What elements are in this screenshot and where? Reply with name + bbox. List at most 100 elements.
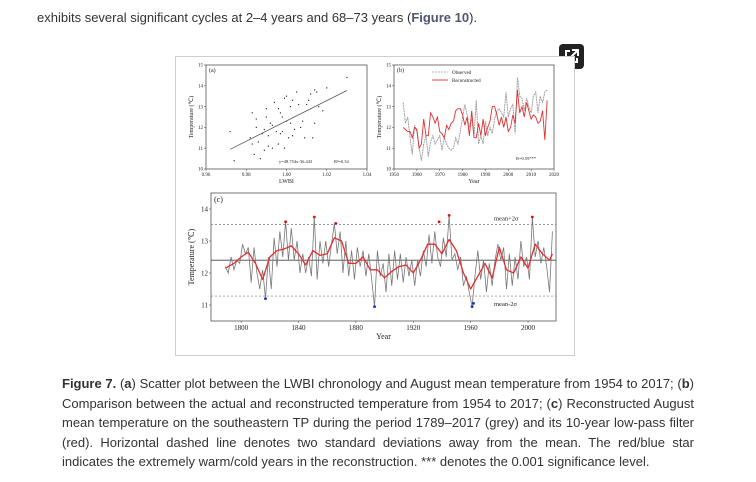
x-tick-label: 1950 [389,173,400,178]
y-tick-label: 11 [201,301,208,309]
scatter-point [261,133,263,135]
x-tick-label: 1880 [349,324,364,332]
x-tick-label: 1840 [292,324,307,332]
scatter-point [277,143,280,145]
x-tick-label: 0.98 [242,173,251,178]
regression-line [229,90,348,150]
warm-year-star [447,214,451,217]
warm-year-star [530,215,534,219]
caption-text-c: Reconstructed August mean temperature on… [62,395,694,470]
scatter-point [251,143,253,145]
y-tick-label: 10 [198,168,204,173]
scatter-point [271,124,274,126]
scatter-point [259,158,261,160]
cold-year-star [470,305,474,308]
x-tick-label: 1.00 [282,173,291,178]
scatter-point [314,89,316,91]
scatter-point [291,135,294,137]
scatter-point [314,122,316,124]
scatter-point [271,147,274,149]
scatter-point [249,137,251,139]
scatter-point [308,99,310,101]
plot-frame [205,64,368,170]
regression-equation: y=48.754x-36.443 [279,159,313,164]
scatter-point [277,108,280,110]
scatter-point [346,76,348,79]
plot-frame [393,64,555,170]
caption-text-a: Scatter plot between the LWBI chronology… [135,376,678,391]
warm-year-star [437,220,441,224]
cold-year-star [373,305,376,308]
warm-year-star [334,222,338,225]
lowpass-line [225,237,554,290]
panel-label: (b) [397,67,404,74]
figure-10-link[interactable]: Figure 10 [411,10,470,25]
scatter-point [310,93,312,95]
x-axis-label: Year [376,332,391,341]
scatter-point [281,116,284,118]
scatter-point [257,141,259,143]
y-axis-label: Temperature (℃) [376,96,383,138]
x-tick-label: 2000 [503,173,514,178]
y-tick-label: 10 [386,168,392,173]
scatter-point [283,147,286,149]
y-tick-label: 14 [201,205,209,213]
threshold-label-lower: mean-2σ [494,301,517,308]
panel-label: (a) [209,67,216,74]
x-axis-label: LWBI [279,179,294,185]
scatter-point [255,126,257,128]
scatter-point [253,153,255,156]
scatter-point [322,110,324,112]
intro-text: exhibits several significant cycles at 2… [37,10,412,25]
x-tick-label: 1990 [480,173,491,178]
y-axis-label: Temperature (℃) [187,228,196,285]
reconstructed-line [402,89,548,150]
scatter-point [283,97,286,99]
caption-part-a: a [124,376,132,391]
x-tick-label: 0.96 [202,173,211,178]
caption-text-b: Comparison between the actual and recons… [62,395,547,411]
scatter-point [263,149,265,151]
scatter-point [304,137,306,139]
intro-text-end: ). [469,10,478,25]
x-tick-label: 1800 [234,324,249,332]
scatter-point [293,128,296,131]
scatter-point [229,130,231,133]
figure-7-chart: 0.96 0.98 1.00 1.02 1.04 10 11 12 13 14 15 LWBI Temp… [187,64,560,341]
correlation-annotation: R=0.59*** [516,156,537,161]
scatter-point [289,106,292,108]
x-tick-label: 2010 [526,173,537,178]
x-tick-label: 1980 [458,173,469,178]
scatter-point [279,133,282,135]
scatter-point [287,137,290,139]
x-tick-label: 1.02 [322,173,331,178]
scatter-point [299,126,302,128]
scatter-point [279,112,282,114]
scatter-point [291,99,294,101]
y-tick-label: 14 [198,84,204,89]
scatter-point [255,118,257,120]
x-tick-label: 1960 [412,173,423,178]
warm-year-star [284,220,287,224]
scatter-point [285,95,288,97]
scatter-point [326,87,328,89]
caption-part-b: b [681,376,690,391]
scatter-point [273,101,276,104]
legend-observed: Observed [452,71,472,76]
scatter-point [233,160,235,162]
scatter-point [289,122,292,124]
x-tick-label: 1970 [435,173,446,178]
y-tick-label: 11 [198,147,203,152]
plot-frame [210,192,557,322]
figure-7[interactable]: 0.96 0.98 1.00 1.02 1.04 10 11 12 13 14 15 LWBI Temp… [175,56,575,356]
y-tick-label: 15 [198,64,204,69]
scatter-point [302,120,304,122]
scatter-point [316,91,318,93]
y-tick-label: 12 [198,126,204,131]
caption-part-c: c [550,395,559,411]
scatter-point [267,145,269,147]
intro-paragraph: exhibits several significant cycles at 2… [37,10,477,25]
panel-label: (c) [214,195,223,204]
x-tick-label: 2020 [549,173,560,178]
y-tick-label: 12 [201,269,209,277]
